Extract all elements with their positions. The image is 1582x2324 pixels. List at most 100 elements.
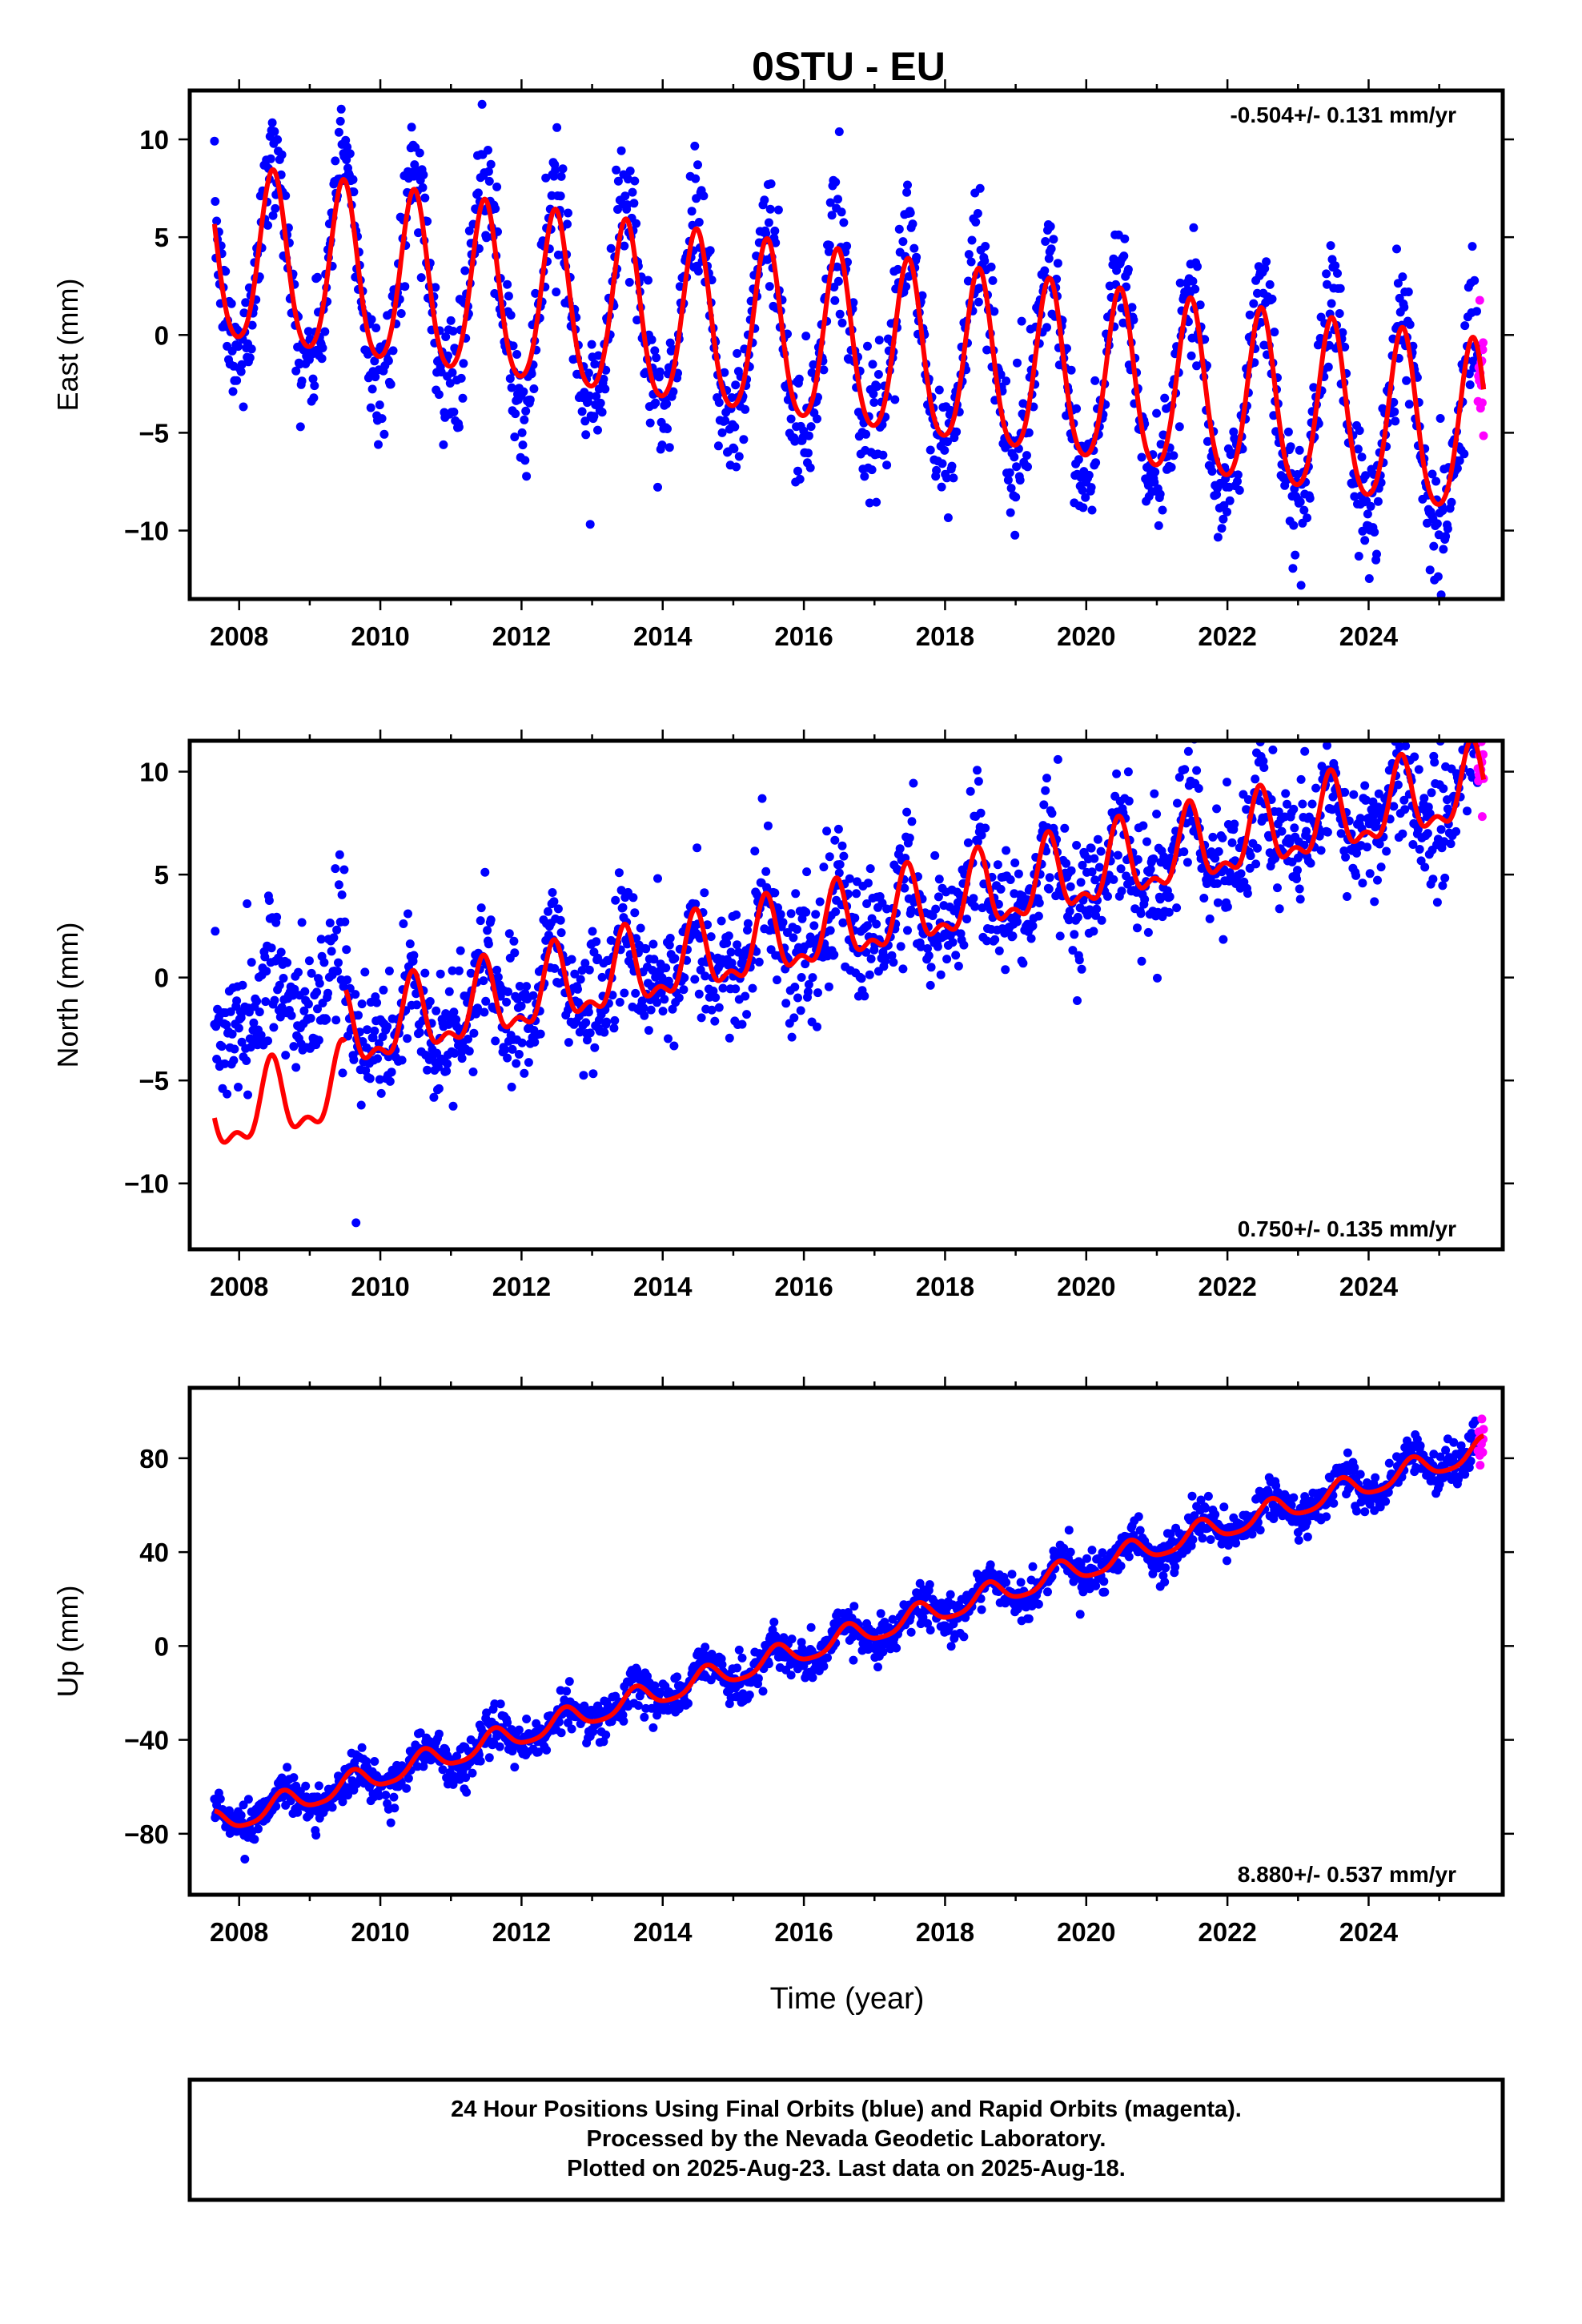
north-final-point — [900, 883, 909, 893]
up-final-point — [484, 1753, 494, 1763]
east-final-point — [766, 179, 776, 188]
north-final-point — [584, 1007, 593, 1017]
east-final-point — [232, 376, 242, 385]
east-final-point — [894, 224, 904, 234]
north-final-point — [520, 1068, 529, 1078]
east-x-tick-label: 2022 — [1198, 621, 1256, 651]
east-final-point — [963, 276, 973, 286]
east-final-point — [234, 342, 243, 352]
north-final-point — [425, 997, 435, 1006]
north-final-point — [1213, 898, 1223, 907]
east-final-point — [585, 520, 595, 529]
north-final-point — [1070, 930, 1079, 939]
north-final-point — [1365, 869, 1375, 879]
north-final-point — [376, 1088, 386, 1098]
east-final-point — [1084, 470, 1094, 480]
north-final-point — [570, 969, 580, 979]
east-final-point — [901, 282, 911, 292]
north-final-point — [889, 958, 898, 967]
east-final-point — [371, 324, 381, 332]
north-final-point — [504, 929, 514, 939]
north-final-point — [978, 903, 987, 913]
east-final-point — [644, 275, 652, 285]
north-final-point — [1152, 810, 1162, 818]
north-final-point — [909, 778, 918, 788]
north-final-point — [450, 1048, 460, 1058]
east-final-point — [506, 311, 516, 320]
north-final-point — [476, 916, 485, 926]
north-final-point — [493, 972, 503, 982]
north-final-point — [448, 966, 457, 975]
east-final-point — [400, 282, 410, 292]
north-final-point — [333, 967, 342, 976]
north-final-point — [1467, 697, 1476, 706]
north-final-point — [329, 933, 339, 943]
north-final-point — [707, 1005, 717, 1015]
north-x-tick-label: 2014 — [633, 1272, 693, 1301]
east-x-tick-label: 2016 — [774, 621, 833, 651]
north-final-point — [337, 890, 347, 899]
north-final-point — [694, 989, 704, 999]
north-final-point — [289, 1042, 299, 1051]
up-final-point — [684, 1699, 693, 1708]
north-final-point — [473, 1003, 482, 1013]
east-x-tick-label: 2012 — [492, 621, 551, 651]
north-final-point — [865, 970, 874, 979]
north-final-point — [1122, 871, 1131, 881]
up-final-point — [1198, 1534, 1207, 1543]
east-x-tick-label: 2008 — [210, 621, 268, 651]
east-final-point — [1364, 574, 1374, 583]
north-final-point — [648, 939, 658, 949]
east-final-point — [1309, 383, 1319, 392]
east-final-point — [239, 402, 248, 412]
east-final-point — [517, 428, 527, 437]
north-final-point — [556, 928, 566, 938]
east-final-point — [266, 154, 275, 163]
up-final-point — [254, 1824, 263, 1834]
north-final-point — [480, 1007, 489, 1017]
north-final-point — [1062, 858, 1071, 868]
east-final-point — [454, 422, 464, 432]
north-final-point — [222, 1020, 231, 1030]
up-final-point — [434, 1729, 444, 1739]
north-final-point — [1295, 895, 1305, 904]
east-final-point — [1447, 497, 1456, 507]
east-final-point — [520, 415, 529, 424]
north-final-point — [776, 910, 785, 919]
north-final-point — [553, 904, 563, 914]
up-final-point — [314, 1781, 323, 1791]
east-final-point — [657, 440, 667, 450]
east-final-point — [1283, 427, 1293, 436]
east-final-point — [446, 316, 456, 325]
north-final-point — [1060, 823, 1070, 833]
north-final-point — [1300, 746, 1310, 756]
east-final-point — [663, 424, 672, 433]
north-final-point — [1089, 927, 1098, 936]
north-final-point — [260, 952, 270, 962]
north-final-point — [710, 1016, 720, 1026]
north-final-point — [1182, 858, 1192, 867]
east-final-point — [1460, 321, 1470, 331]
north-final-point — [442, 1067, 452, 1076]
north-final-point — [700, 888, 709, 898]
east-final-point — [1331, 261, 1340, 271]
east-final-point — [379, 429, 389, 439]
north-final-point — [338, 1068, 347, 1078]
up-final-point — [390, 1803, 400, 1813]
east-final-point — [504, 292, 513, 301]
up-final-point — [542, 1745, 552, 1755]
east-final-point — [1398, 272, 1407, 282]
north-final-point — [906, 905, 916, 915]
east-rate-label: -0.504+/- 0.131 mm/yr — [1230, 103, 1456, 127]
east-final-point — [596, 398, 605, 408]
north-final-point — [1274, 807, 1283, 817]
up-final-point — [357, 1743, 367, 1752]
north-final-point — [454, 966, 464, 975]
east-final-point — [1015, 476, 1025, 485]
north-final-point — [564, 1038, 573, 1047]
east-final-point — [732, 462, 741, 472]
up-final-point — [370, 1757, 379, 1766]
up-final-point — [389, 1792, 399, 1802]
east-final-point — [966, 257, 976, 267]
east-final-point — [1066, 365, 1076, 375]
